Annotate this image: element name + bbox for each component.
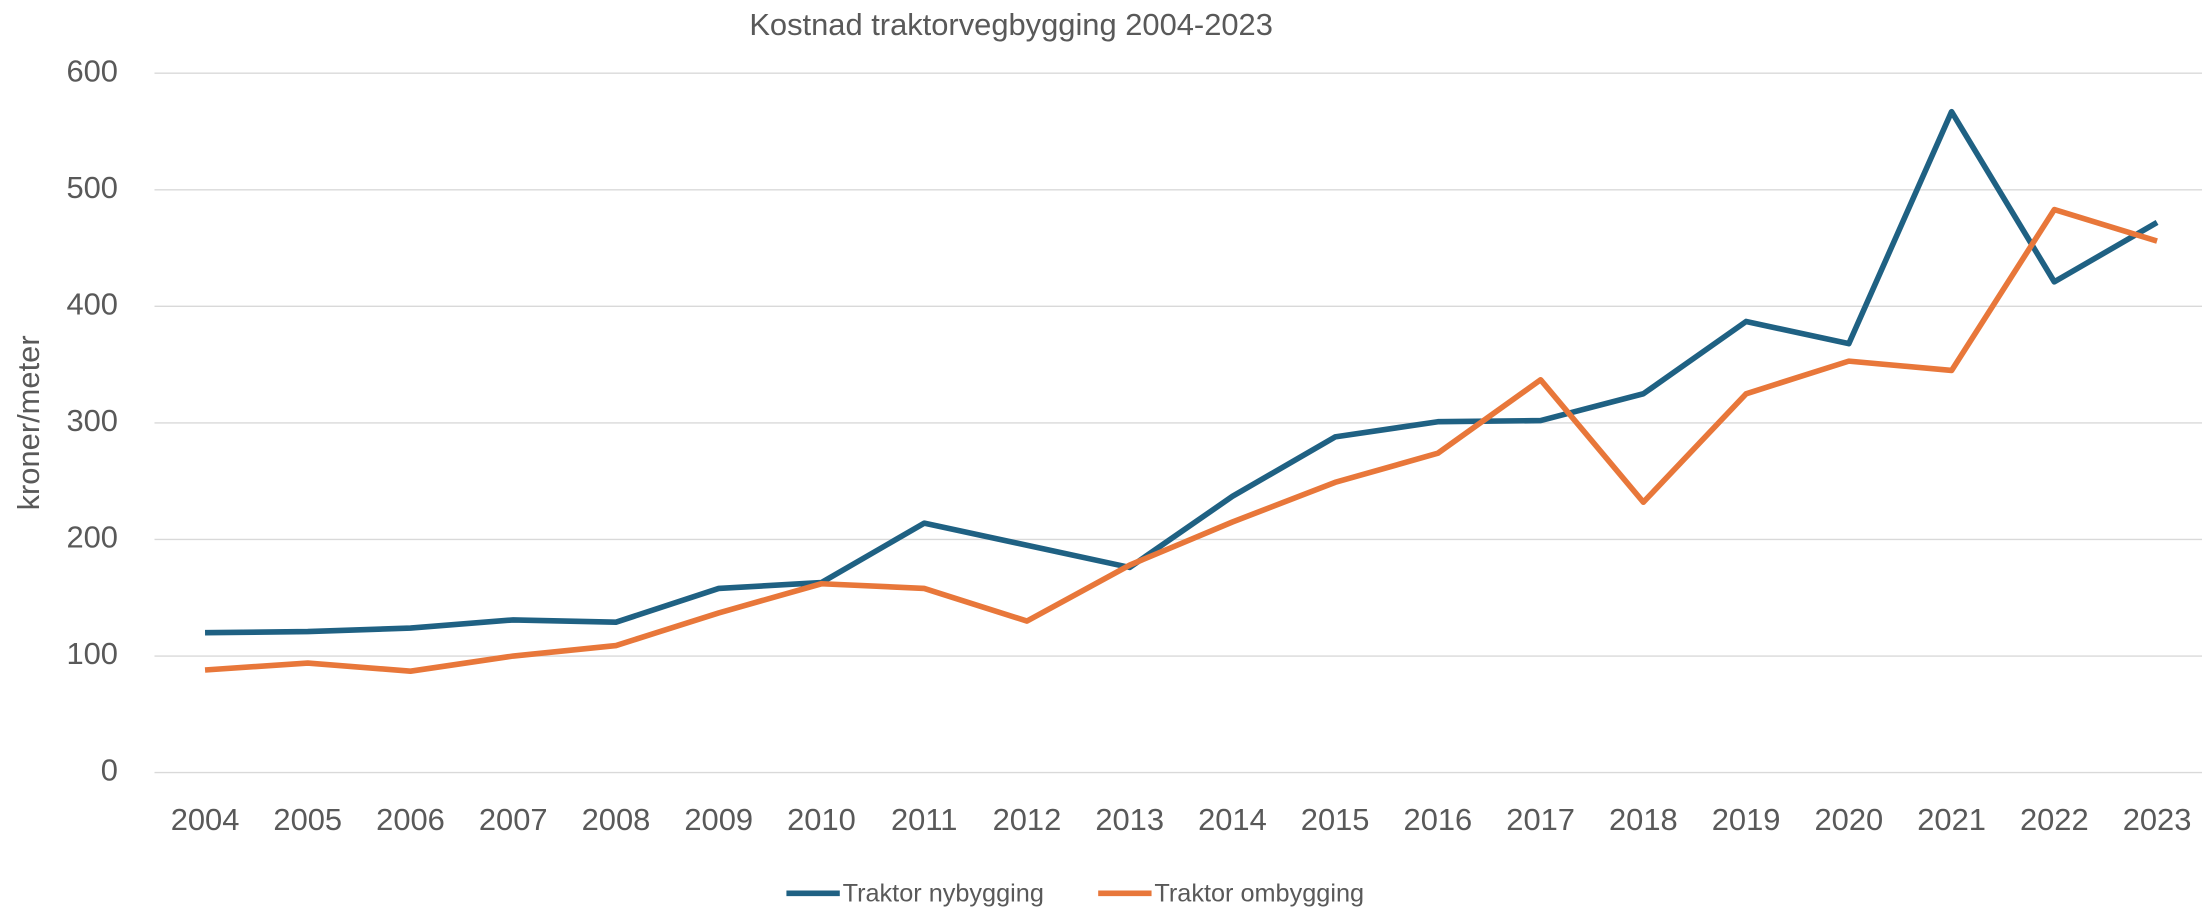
legend-label: Traktor nybygging bbox=[843, 879, 1044, 907]
x-tick-label: 2012 bbox=[993, 802, 1062, 837]
x-tick-label: 2016 bbox=[1404, 802, 1473, 837]
y-tick-label: 0 bbox=[101, 753, 118, 788]
x-tick-label: 2004 bbox=[171, 802, 240, 837]
x-tick-label: 2011 bbox=[891, 802, 957, 837]
x-tick-label: 2019 bbox=[1712, 802, 1781, 837]
y-axis-label: kroner/meter bbox=[11, 335, 46, 510]
x-tick-label: 2013 bbox=[1095, 802, 1164, 837]
x-tick-label: 2006 bbox=[376, 802, 445, 837]
y-tick-label: 500 bbox=[66, 170, 118, 205]
line-series bbox=[204, 206, 2158, 674]
x-tick-label: 2010 bbox=[787, 802, 856, 837]
x-tick-label: 2023 bbox=[2123, 802, 2192, 837]
y-tick-label: 200 bbox=[66, 520, 118, 555]
legend-label: Traktor ombygging bbox=[1154, 879, 1364, 907]
x-tick-label: 2021 bbox=[1917, 802, 1986, 837]
y-tick-label: 100 bbox=[66, 636, 118, 671]
x-tick-label: 2005 bbox=[273, 802, 342, 837]
x-tick-label: 2007 bbox=[479, 802, 548, 837]
y-tick-label: 600 bbox=[66, 53, 118, 88]
chart-title: Kostnad traktorvegbygging 2004-2023 bbox=[749, 7, 1273, 42]
y-tick-label: 400 bbox=[66, 286, 118, 321]
x-tick-label: 2009 bbox=[684, 802, 753, 837]
x-tick-label: 2014 bbox=[1198, 802, 1267, 837]
x-tick-label: 2022 bbox=[2020, 802, 2089, 837]
x-tick-label: 2015 bbox=[1301, 802, 1370, 837]
y-tick-label: 300 bbox=[66, 403, 118, 438]
x-tick-label: 2017 bbox=[1506, 802, 1575, 837]
x-tick-label: 2020 bbox=[1815, 802, 1884, 837]
x-tick-label: 2018 bbox=[1609, 802, 1678, 837]
x-tick-label: 2008 bbox=[582, 802, 651, 837]
line-series bbox=[205, 108, 2159, 636]
